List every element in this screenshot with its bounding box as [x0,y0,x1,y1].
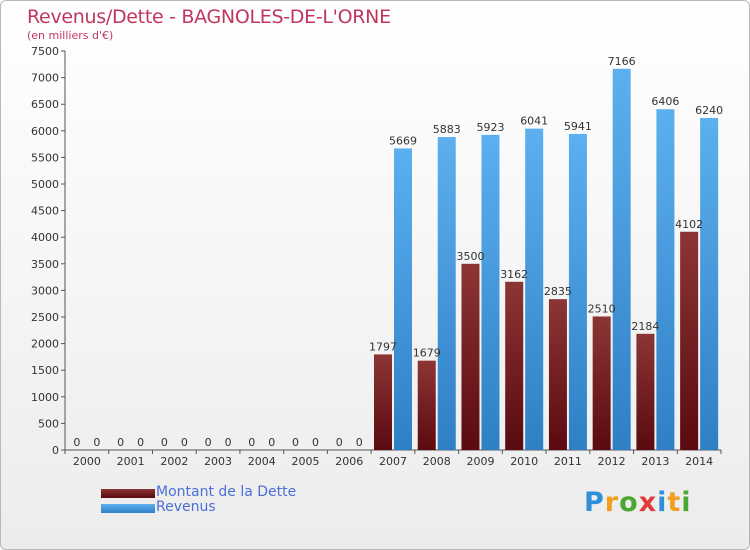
logo-letter: x [638,487,658,518]
x-tick-label: 2000 [73,455,101,468]
data-label-revenus: 0 [137,436,144,449]
x-tick-label: 2013 [641,455,669,468]
x-tick-label: 2004 [248,455,276,468]
data-label-dette: 1679 [413,347,441,360]
data-label-revenus: 0 [93,436,100,449]
bar-revenus [656,109,675,450]
data-label-revenus: 5941 [564,120,592,133]
data-label-revenus: 0 [356,436,363,449]
data-label-revenus: 5923 [476,121,504,134]
bar-revenus [568,133,587,451]
y-tick-label: 500 [38,417,59,430]
y-tick-label: 3500 [31,258,59,271]
legend-label-dette: Montant de la Dette [156,484,297,500]
x-tick-label: 2011 [554,455,582,468]
x-tick-label: 2005 [292,455,320,468]
bar-dette [417,360,436,450]
data-label-revenus: 5883 [433,123,461,136]
x-tick-label: 2006 [335,455,363,468]
bar-revenus [481,134,500,450]
chart-subtitle: (en milliers d'€) [27,29,114,42]
bar-revenus [437,137,456,450]
bar-dette [680,231,699,450]
logo-letter: r [604,487,620,518]
legend-swatch-dette [101,489,155,498]
data-label-dette: 3500 [456,250,484,263]
x-tick-label: 2001 [117,455,145,468]
logo-letter: P [584,487,605,518]
y-tick-label: 6000 [31,125,59,138]
y-tick-label: 2000 [31,338,59,351]
y-tick-label: 6500 [31,98,59,111]
x-tick-label: 2002 [160,455,188,468]
data-label-dette: 4102 [675,218,703,231]
bar-dette [592,316,611,450]
y-tick-label: 4500 [31,205,59,218]
data-label-revenus: 7166 [608,55,636,68]
data-label-dette: 0 [205,436,212,449]
x-tick-label: 2014 [685,455,713,468]
logo-letter: t [667,487,682,518]
y-tick-label: 3000 [31,284,59,297]
x-tick-label: 2003 [204,455,232,468]
bar-dette [636,333,655,450]
data-label-dette: 0 [73,436,80,449]
data-label-revenus: 6240 [695,104,723,117]
logo-letter: i [657,487,668,518]
y-tick-label: 2500 [31,311,59,324]
y-tick-label: 0 [52,444,59,457]
bar-revenus [394,148,412,451]
data-label-dette: 0 [292,436,299,449]
logo-letter: i [681,487,692,518]
proxiti-logo: Proxiti [584,487,692,518]
x-tick-label: 2008 [423,455,451,468]
data-label-dette: 2510 [588,302,616,315]
data-label-dette: 0 [336,436,343,449]
data-label-dette: 0 [117,436,124,449]
x-tick-label: 2007 [379,455,407,468]
data-label-revenus: 0 [181,436,188,449]
chart-title: Revenus/Dette - BAGNOLES-DE-L'ORNE [27,6,391,28]
data-label-revenus: 0 [225,436,232,449]
data-label-dette: 0 [161,436,168,449]
data-label-revenus: 0 [312,436,319,449]
bar-revenus [700,118,719,451]
bar-dette [461,263,480,450]
y-tick-label: 1500 [31,364,59,377]
bar-revenus [612,68,631,450]
data-label-revenus: 6041 [520,115,548,128]
y-tick-label: 5000 [31,178,59,191]
y-tick-label: 7500 [31,45,59,58]
bar-dette [505,281,524,450]
data-label-dette: 2835 [544,285,572,298]
data-label-revenus: 6406 [651,95,679,108]
legend-label-revenus: Revenus [156,499,216,515]
data-label-dette: 1797 [369,340,397,353]
data-label-dette: 3162 [500,268,528,281]
logo-letter: o [619,487,639,518]
x-tick-label: 2012 [598,455,626,468]
y-tick-label: 7000 [31,72,59,85]
legend-swatch-revenus [101,504,155,513]
y-tick-label: 1000 [31,391,59,404]
data-label-revenus: 5669 [389,134,417,147]
data-label-dette: 0 [248,436,255,449]
y-tick-label: 5500 [31,151,59,164]
y-tick-label: 4000 [31,231,59,244]
x-tick-label: 2010 [510,455,538,468]
data-label-dette: 2184 [631,320,659,333]
data-label-revenus: 0 [268,436,275,449]
bar-revenus [525,128,544,450]
x-tick-label: 2009 [466,455,494,468]
bar-dette [548,299,567,450]
bar-dette [374,354,392,450]
